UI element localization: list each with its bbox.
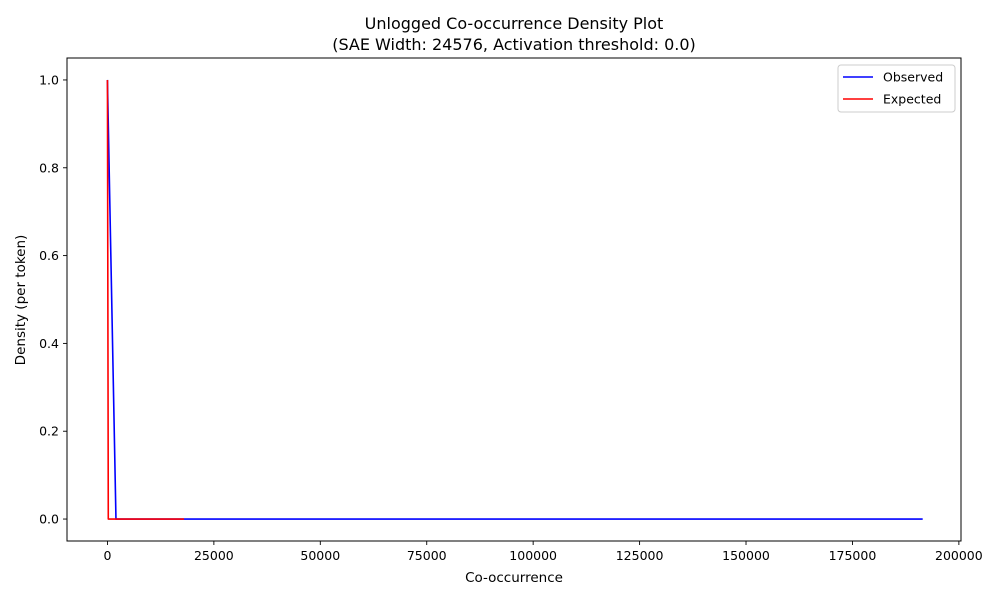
legend-label-expected: Expected [883,92,941,107]
chart-subtitle: (SAE Width: 24576, Activation threshold:… [332,35,696,54]
y-tick-label: 0.8 [39,160,59,175]
y-tick-label: 0.2 [39,424,59,439]
plot-area-frame [66,57,962,542]
chart-title-group: Unlogged Co-occurrence Density Plot (SAE… [332,14,696,54]
x-tick-label: 200000 [935,548,983,563]
x-tick-label: 75000 [407,548,447,563]
x-axis: 0 25000 50000 75000 100000 125000 150000 175000… [103,541,983,563]
x-tick-label: 100000 [509,548,557,563]
y-tick-label: 1.0 [39,72,59,87]
x-tick-label: 150000 [722,548,770,563]
y-tick-label: 0.0 [39,512,59,527]
legend: Observed Expected [837,64,956,113]
x-tick-label: 0 [103,548,111,563]
y-tick-label: 0.4 [39,336,59,351]
x-tick-label: 175000 [829,548,877,563]
y-tick-label: 0.6 [39,248,59,263]
x-tick-label: 50000 [300,548,340,563]
x-tick-label: 125000 [616,548,664,563]
x-tick-label: 25000 [194,548,234,563]
chart-title: Unlogged Co-occurrence Density Plot [365,14,664,33]
y-axis-label: Density (per token) [13,235,29,366]
series-group [106,79,923,520]
y-axis: 0.0 0.2 0.4 0.6 0.8 1.0 [39,72,67,527]
legend-label-observed: Observed [883,70,943,85]
x-axis-label: Co-occurrence [465,570,563,586]
series-line-observed [106,79,923,520]
series-line-expected [106,79,185,520]
